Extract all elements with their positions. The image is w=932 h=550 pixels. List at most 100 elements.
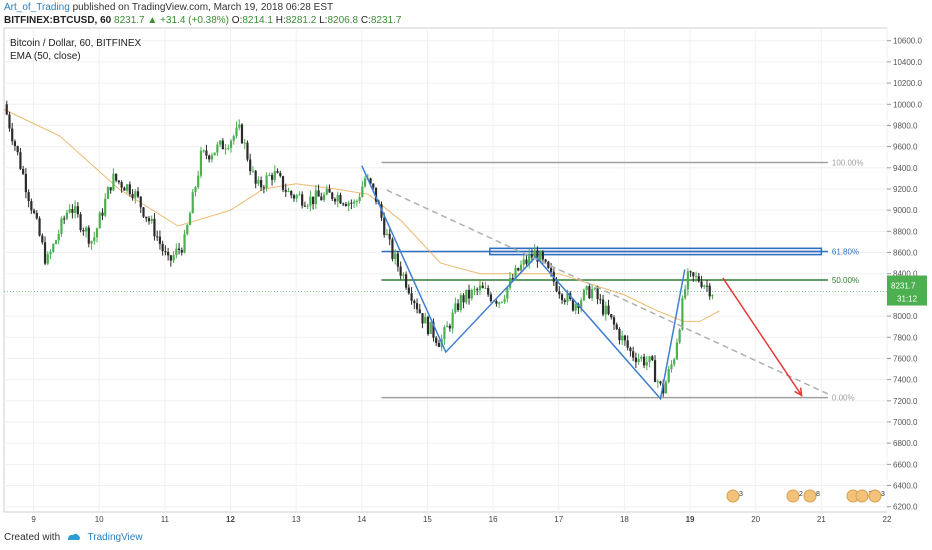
- candle-body: [16, 146, 19, 153]
- event-marker[interactable]: 8: [803, 489, 820, 503]
- candle-body: [686, 271, 689, 290]
- flag-icon: [868, 489, 882, 503]
- candle-body: [640, 356, 643, 359]
- legend-indicator[interactable]: EMA (50, close): [10, 51, 81, 62]
- candle-body: [555, 281, 558, 292]
- x-tick-label: 11: [161, 515, 170, 524]
- candle-body: [156, 236, 159, 238]
- candle-body: [407, 287, 410, 294]
- candle-body: [547, 261, 550, 269]
- projection-arrow-line[interactable]: [722, 277, 803, 396]
- candle-body: [459, 295, 462, 311]
- candle-body: [355, 201, 358, 203]
- candle-body: [98, 212, 101, 229]
- candle-body: [150, 218, 153, 222]
- candle-body: [161, 243, 164, 252]
- candle-body: [424, 316, 427, 324]
- candle-body: [607, 305, 610, 315]
- candle-body: [136, 191, 140, 197]
- symbol-label: BITFINEX:BTCUSD, 60: [4, 15, 112, 26]
- candle-body: [684, 289, 687, 299]
- candle-body: [169, 255, 172, 261]
- candle-body: [224, 148, 227, 150]
- candle-body: [692, 272, 695, 277]
- candle-body: [511, 278, 514, 280]
- y-tick-label: 8600.0: [893, 249, 918, 258]
- candle-body: [238, 124, 241, 128]
- x-tick-label: 22: [883, 515, 892, 524]
- candle-body: [328, 188, 331, 193]
- candle-body: [167, 251, 170, 256]
- candle-body: [629, 347, 632, 352]
- candle-body: [24, 173, 27, 193]
- candle-body: [5, 104, 8, 115]
- candle-body: [588, 286, 591, 299]
- last-price: 8231.7: [114, 15, 145, 26]
- created-with-text: Created with: [4, 532, 61, 543]
- candle-body: [13, 141, 17, 147]
- candle-body: [484, 287, 487, 289]
- candle-body: [353, 201, 356, 204]
- candle-body: [276, 171, 279, 173]
- candle-body: [495, 301, 498, 304]
- candle-body: [487, 287, 490, 295]
- candle-body: [689, 271, 692, 273]
- candle-body: [656, 381, 659, 383]
- candle-body: [202, 150, 205, 152]
- candle-body: [344, 204, 348, 207]
- candle-body: [120, 182, 123, 188]
- candle-body: [454, 303, 457, 313]
- candle-body: [125, 184, 129, 191]
- candle-body: [350, 202, 353, 204]
- y-tick-label: 8800.0: [893, 227, 918, 236]
- candle-body: [57, 233, 60, 241]
- candle-body: [596, 288, 599, 300]
- y-tick-label: 6200.0: [893, 503, 918, 512]
- candle-body: [27, 192, 30, 202]
- candle-body: [476, 289, 479, 291]
- candle-body: [331, 192, 334, 199]
- event-count: 8: [816, 491, 820, 498]
- candle-body: [610, 314, 613, 318]
- candle-body: [71, 209, 74, 213]
- candle-body: [82, 230, 85, 232]
- event-marker[interactable]: 3: [726, 489, 743, 503]
- x-tick-label: 16: [489, 515, 498, 524]
- event-marker[interactable]: 3: [868, 489, 885, 503]
- candle-body: [147, 218, 151, 222]
- candle-body: [287, 191, 290, 193]
- candle-body: [437, 342, 441, 347]
- candle-body: [432, 321, 435, 338]
- candle-body: [456, 303, 460, 311]
- candle-body: [205, 150, 208, 156]
- candle-body: [662, 383, 665, 394]
- candle-body: [216, 144, 219, 153]
- candle-body: [558, 291, 561, 295]
- candle-body: [615, 324, 618, 330]
- candle-body: [383, 217, 386, 235]
- candle-body: [530, 254, 534, 258]
- candle-body: [703, 285, 706, 287]
- candle-body: [251, 170, 255, 172]
- resistance-zone[interactable]: [489, 247, 823, 256]
- candle-body: [697, 276, 700, 282]
- candle-body: [673, 359, 676, 365]
- candle-body: [139, 196, 142, 208]
- footer: Created with TradingView: [4, 532, 143, 543]
- candle-body: [90, 241, 93, 244]
- flag-icon: [726, 489, 740, 503]
- pattern-line[interactable]: [361, 165, 686, 401]
- candle-body: [664, 381, 668, 394]
- tradingview-link[interactable]: TradingView: [87, 532, 143, 543]
- candle-body: [363, 178, 367, 187]
- candle-body: [208, 155, 211, 160]
- high-value: 8281.2: [285, 15, 317, 26]
- candle-body: [582, 289, 586, 301]
- open-label: O:: [231, 15, 243, 26]
- descending-trendline[interactable]: [386, 189, 832, 397]
- author-link[interactable]: Art_of_Trading: [4, 2, 70, 13]
- event-marker[interactable]: 2: [786, 489, 803, 503]
- projection-arrow-head: [794, 387, 803, 397]
- candle-body: [399, 266, 402, 276]
